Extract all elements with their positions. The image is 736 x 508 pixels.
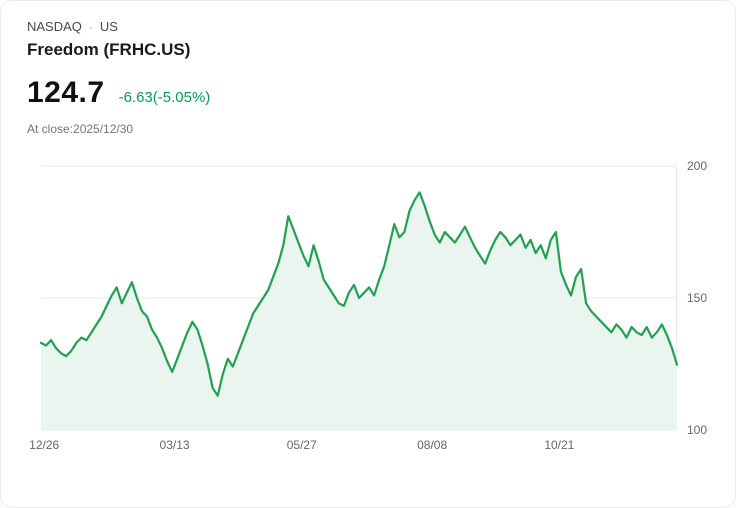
price-row: 124.7 -6.63(-5.05%) bbox=[27, 76, 735, 110]
y-tick-label: 150 bbox=[687, 291, 708, 305]
y-tick-label: 200 bbox=[687, 159, 708, 173]
x-axis: 12/26 03/13 05/27 08/08 10/21 bbox=[29, 438, 677, 460]
region-label: US bbox=[99, 19, 118, 34]
x-tick-label: 03/13 bbox=[159, 438, 190, 452]
x-tick-label: 10/21 bbox=[544, 438, 575, 452]
stock-title: Freedom (FRHC.US) bbox=[27, 40, 191, 59]
x-tick-label: 12/26 bbox=[29, 438, 60, 452]
exchange-label: NASDAQ bbox=[27, 19, 82, 34]
y-tick-label: 100 bbox=[687, 423, 708, 437]
exchange-row: NASDAQ · US bbox=[27, 19, 735, 34]
x-tick-label: 05/27 bbox=[286, 438, 317, 452]
y-axis: 200 150 100 bbox=[687, 159, 727, 437]
price-chart[interactable]: 200 150 100 bbox=[39, 159, 707, 437]
price-area-fill bbox=[41, 192, 677, 430]
price-line bbox=[39, 191, 679, 397]
separator-dot: · bbox=[88, 19, 93, 34]
last-price: 124.7 bbox=[27, 76, 105, 109]
at-close-timestamp: At close:2025/12/30 bbox=[27, 122, 134, 136]
price-change: -6.63(-5.05%) bbox=[118, 89, 211, 106]
price-chart-svg bbox=[39, 165, 679, 431]
x-tick-label: 08/08 bbox=[417, 438, 448, 452]
